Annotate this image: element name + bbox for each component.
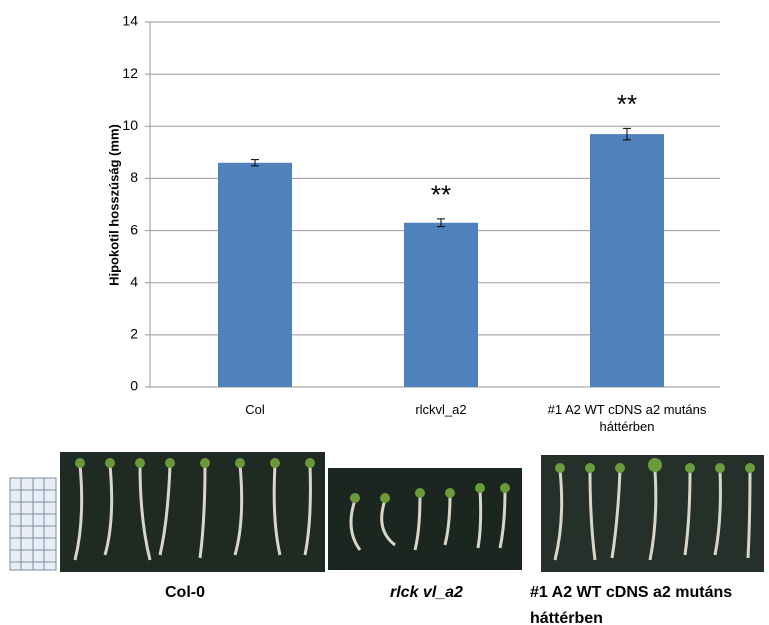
y-axis-title: Hipokotil hosszúság (mm): [106, 124, 121, 286]
annotation: **: [617, 89, 637, 119]
photos: [9, 452, 764, 572]
x-tick-label: Col: [245, 402, 265, 417]
error-bar: [623, 127, 631, 141]
error-bar: [251, 159, 259, 167]
x-tick-label: #1 A2 WT cDNS a2 mutáns háttérben: [547, 402, 707, 434]
x-tick-label: rlckvl_a2: [415, 402, 467, 417]
y-tick-label: 14: [122, 13, 138, 29]
photo-caption: #1 A2 WT cDNS a2 mutáns háttérben: [530, 584, 733, 625]
y-tick-label: 10: [122, 117, 138, 133]
photo-caption: Col-0: [165, 584, 205, 601]
y-tick-label: 2: [130, 326, 138, 342]
error-bar: [437, 218, 445, 228]
y-tick-label: 0: [130, 378, 138, 394]
bar: [590, 134, 664, 387]
y-tick-label: 6: [130, 221, 138, 237]
bar: [218, 162, 292, 387]
y-tick-label: 12: [122, 65, 138, 81]
annotation: **: [431, 180, 451, 210]
bar: [404, 222, 478, 387]
photo-caption: rlck vl_a2: [390, 584, 463, 601]
y-tick-label: 4: [130, 273, 138, 289]
y-tick-label: 8: [130, 169, 138, 185]
